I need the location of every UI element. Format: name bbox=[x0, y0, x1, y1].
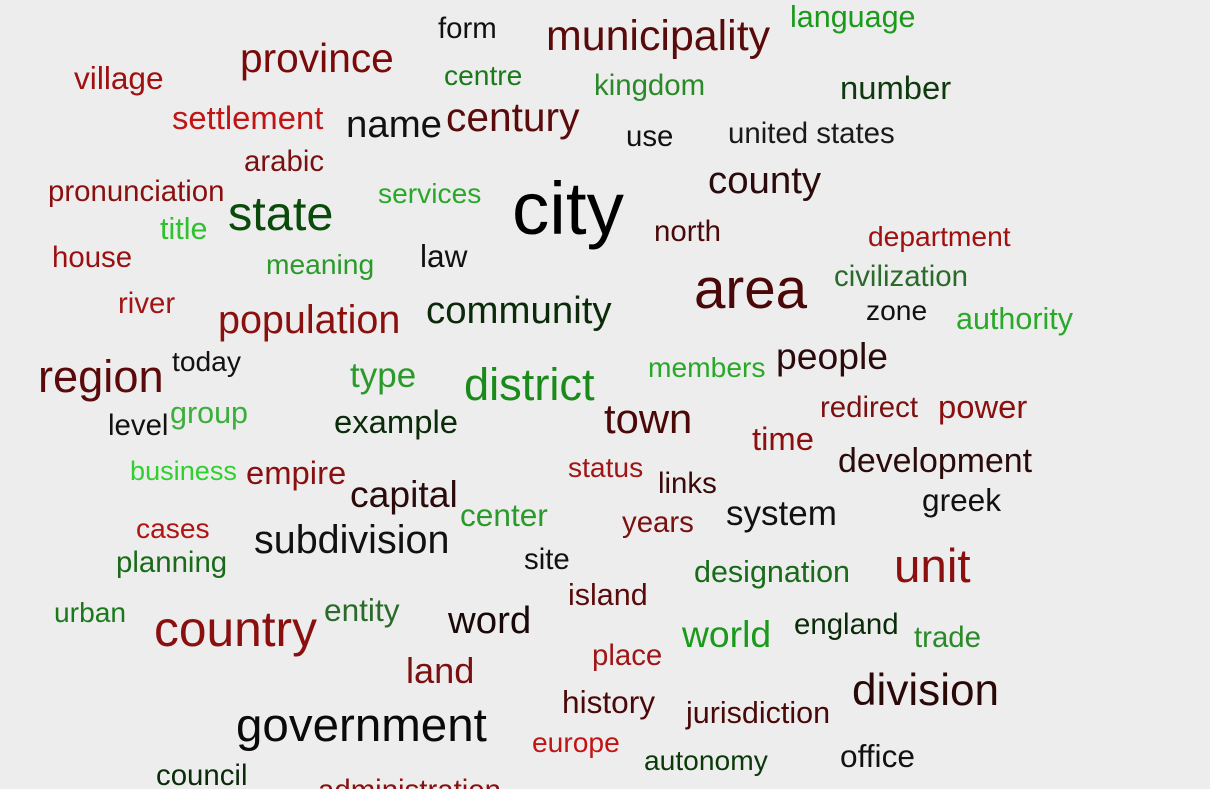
word: government bbox=[236, 699, 487, 752]
word: power bbox=[938, 388, 1027, 425]
word: today bbox=[172, 345, 242, 377]
word: unit bbox=[894, 540, 971, 593]
word: district bbox=[464, 359, 595, 410]
word: links bbox=[658, 467, 717, 500]
word: town bbox=[604, 395, 692, 442]
word: north bbox=[654, 215, 721, 248]
word: entity bbox=[324, 592, 400, 628]
word: city bbox=[512, 166, 625, 250]
word: trade bbox=[914, 621, 981, 654]
word: pronunciation bbox=[48, 175, 224, 208]
word: group bbox=[170, 396, 248, 430]
word: language bbox=[790, 0, 916, 34]
word: department bbox=[868, 220, 1011, 252]
word: redirect bbox=[820, 391, 918, 424]
word: river bbox=[118, 287, 175, 320]
word: area bbox=[694, 257, 808, 320]
word: site bbox=[524, 543, 570, 576]
word: form bbox=[438, 12, 497, 45]
word: title bbox=[160, 212, 207, 246]
word: kingdom bbox=[594, 69, 705, 102]
word: subdivision bbox=[254, 518, 449, 562]
word: planning bbox=[116, 546, 227, 579]
word: jurisdiction bbox=[685, 696, 830, 730]
word: services bbox=[378, 177, 481, 209]
word: united states bbox=[728, 117, 895, 150]
word: world bbox=[681, 613, 771, 655]
word: history bbox=[562, 684, 655, 720]
word: greek bbox=[922, 482, 1001, 518]
word: urban bbox=[54, 596, 126, 628]
word: civilization bbox=[834, 260, 968, 293]
word: autonomy bbox=[644, 744, 769, 776]
word: business bbox=[130, 455, 237, 486]
word: centre bbox=[444, 59, 522, 91]
word: village bbox=[74, 60, 164, 96]
word: zone bbox=[866, 294, 927, 326]
word: england bbox=[794, 608, 899, 641]
word: council bbox=[156, 759, 248, 789]
word: capital bbox=[350, 473, 458, 515]
word: community bbox=[426, 289, 612, 332]
word: designation bbox=[694, 555, 850, 589]
word: county bbox=[708, 159, 822, 202]
word: country bbox=[154, 601, 317, 657]
word: authority bbox=[956, 302, 1074, 336]
word: meaning bbox=[266, 248, 374, 280]
word: arabic bbox=[244, 145, 324, 178]
word: empire bbox=[246, 454, 346, 491]
word: word bbox=[447, 599, 531, 642]
word: law bbox=[420, 238, 468, 274]
word: municipality bbox=[546, 12, 771, 60]
word: region bbox=[38, 351, 164, 402]
word: century bbox=[446, 94, 580, 140]
word: type bbox=[350, 356, 416, 395]
word: time bbox=[752, 420, 814, 457]
word: name bbox=[346, 103, 442, 146]
word: population bbox=[218, 298, 400, 342]
word: cases bbox=[136, 512, 210, 544]
word: state bbox=[228, 187, 333, 241]
word: island bbox=[568, 578, 648, 612]
word: system bbox=[726, 494, 837, 533]
word: province bbox=[240, 35, 394, 81]
word: administration bbox=[318, 774, 501, 789]
word: europe bbox=[532, 726, 620, 758]
word: members bbox=[648, 351, 765, 383]
word: use bbox=[626, 120, 673, 153]
word: land bbox=[406, 650, 474, 691]
word: number bbox=[840, 69, 951, 106]
word: level bbox=[108, 409, 168, 442]
word: development bbox=[838, 442, 1033, 480]
word: office bbox=[840, 738, 915, 774]
word: division bbox=[852, 666, 999, 715]
word: people bbox=[776, 335, 888, 377]
word: house bbox=[52, 241, 132, 274]
word: center bbox=[460, 497, 548, 533]
word: settlement bbox=[172, 99, 323, 136]
word: place bbox=[592, 639, 662, 672]
word: status bbox=[568, 451, 643, 483]
word: years bbox=[622, 506, 694, 539]
word: example bbox=[334, 403, 458, 440]
